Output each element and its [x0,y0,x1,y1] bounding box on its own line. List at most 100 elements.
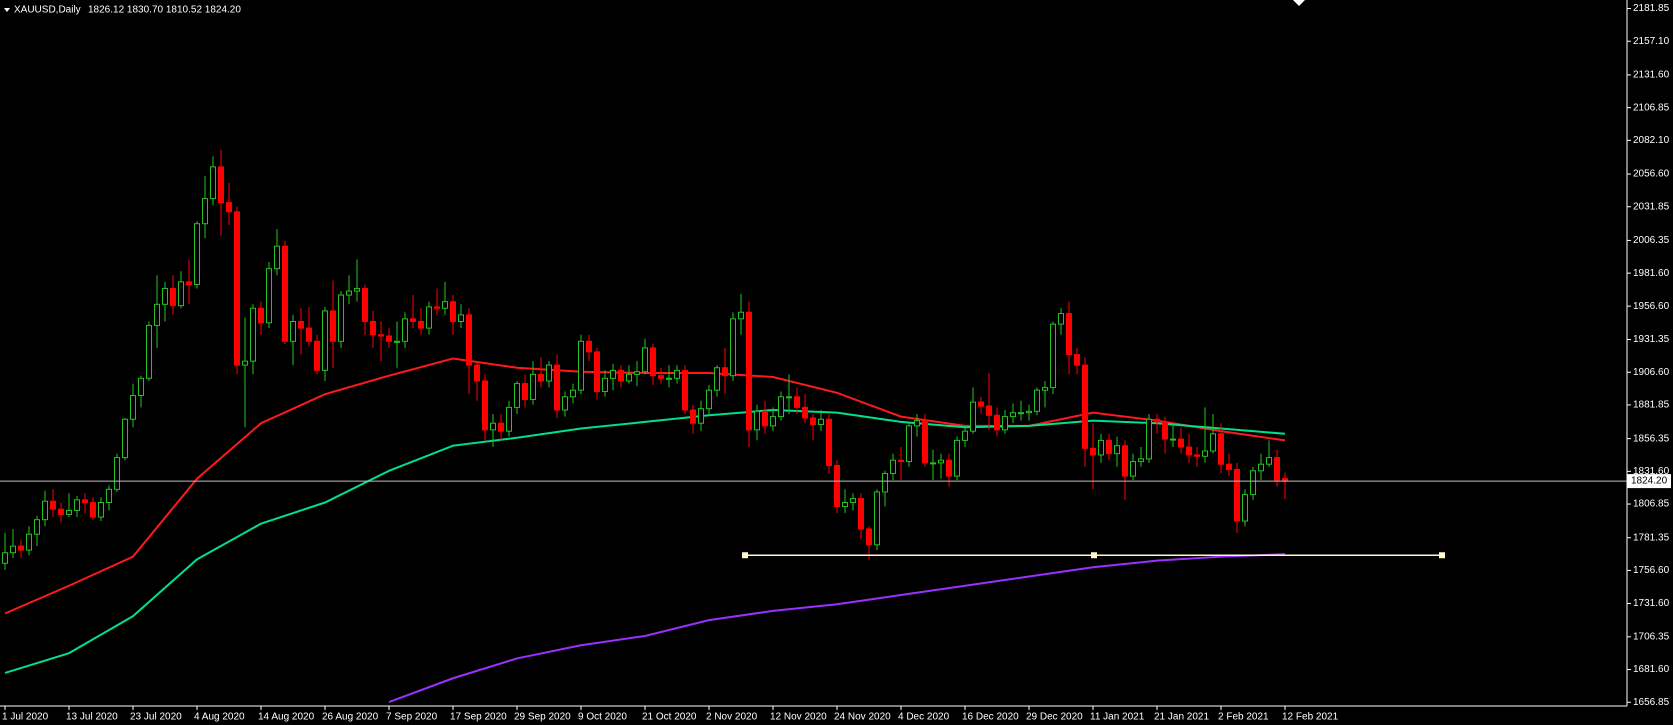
candle-body [186,281,192,285]
candle-body [274,245,280,270]
candle-body [154,303,160,326]
candle-body [1098,439,1104,456]
candle-body [466,314,472,366]
candle-body [1274,457,1280,481]
candle-body [1226,463,1232,470]
candle-body [258,307,264,324]
candle-body [794,396,800,408]
candle-body [610,369,616,379]
candle-body [98,502,104,518]
candle-body [1050,323,1056,389]
candle-body [722,367,728,377]
candle-body [1266,457,1272,465]
x-tick-label: 29 Sep 2020 [514,712,571,723]
x-tick-label: 12 Feb 2021 [1282,712,1339,723]
candle-body [402,318,408,342]
candle-body [490,422,496,431]
y-tick-label: 1931.35 [1633,334,1670,345]
candle-body [1122,445,1128,477]
candle-body [362,287,368,322]
candle-body [658,375,664,379]
x-tick-label: 11 Jan 2021 [1090,712,1145,723]
candle-body [1162,421,1168,440]
candle-body [66,509,72,515]
candle-body [530,373,536,400]
x-tick-label: 14 Aug 2020 [258,712,315,723]
candle-body [210,166,216,200]
x-tick-label: 2 Feb 2021 [1218,712,1269,723]
candle-body [898,459,904,463]
x-tick-label: 7 Sep 2020 [386,712,438,723]
candle-body [434,306,440,309]
candle-body [986,405,992,416]
chart-title: XAUUSD,Daily [14,5,81,16]
candle-body [826,418,832,467]
candle-body [394,340,400,343]
candle-body [802,406,808,419]
candle-body [626,373,632,382]
candle-body [314,340,320,371]
y-tick-label: 1956.60 [1633,301,1670,312]
candle-body [82,499,88,504]
candle-body [1146,418,1152,460]
candle-body [914,420,920,427]
candle-body [738,311,744,320]
candle-body [1074,354,1080,366]
candle-body [234,211,240,366]
candle-body [426,306,432,329]
candle-body [1034,389,1040,412]
candle-body [338,294,344,342]
x-tick-label: 24 Nov 2020 [834,712,891,723]
candle-body [386,335,392,342]
x-tick-label: 4 Dec 2020 [898,712,950,723]
candle-body [1058,313,1064,325]
candle-body [106,488,112,504]
y-tick-label: 2131.60 [1633,70,1670,81]
candle-body [1178,438,1184,448]
candle-body [298,320,304,329]
support-line-handle [742,552,748,559]
candle-body [978,401,984,407]
x-tick-label: 21 Jan 2021 [1154,712,1209,723]
candle-body [1210,433,1216,452]
candle-body [250,307,256,362]
candle-body [1010,412,1016,418]
x-tick-label: 23 Jul 2020 [130,712,182,723]
candle-body [290,320,296,342]
candle-body [1218,433,1224,465]
y-tick-label: 1806.85 [1633,499,1670,510]
candle-body [1002,416,1008,431]
candle-body [562,396,568,411]
candle-body [90,502,96,518]
candle-body [730,318,736,377]
candle-body [306,327,312,342]
candle-body [194,223,200,285]
y-tick-label: 1881.85 [1633,400,1670,411]
candle-body [938,459,944,464]
candle-body [162,287,168,305]
candle-body [1130,461,1136,477]
candle-body [146,324,152,379]
candle-body [202,198,208,225]
candle-body [642,347,648,373]
candle-body [570,389,576,398]
candle-body [546,364,552,382]
candle-body [18,545,24,551]
candle-body [906,425,912,463]
candle-body [1042,387,1048,391]
x-tick-label: 9 Oct 2020 [578,712,627,723]
y-tick-label: 2056.60 [1633,169,1670,180]
candle-body [1114,445,1120,455]
y-tick-label: 2031.85 [1633,201,1670,212]
candle-body [810,417,816,426]
chart-shift-marker[interactable] [1293,0,1305,6]
y-tick-label: 2157.10 [1633,36,1670,47]
y-tick-label: 1831.60 [1633,466,1670,477]
plot-area [2,149,1288,703]
candle-body [874,491,880,546]
candle-body [354,287,360,292]
candle-body [1194,454,1200,457]
symbol-menu-icon[interactable] [4,8,10,12]
candle-body [130,394,136,420]
